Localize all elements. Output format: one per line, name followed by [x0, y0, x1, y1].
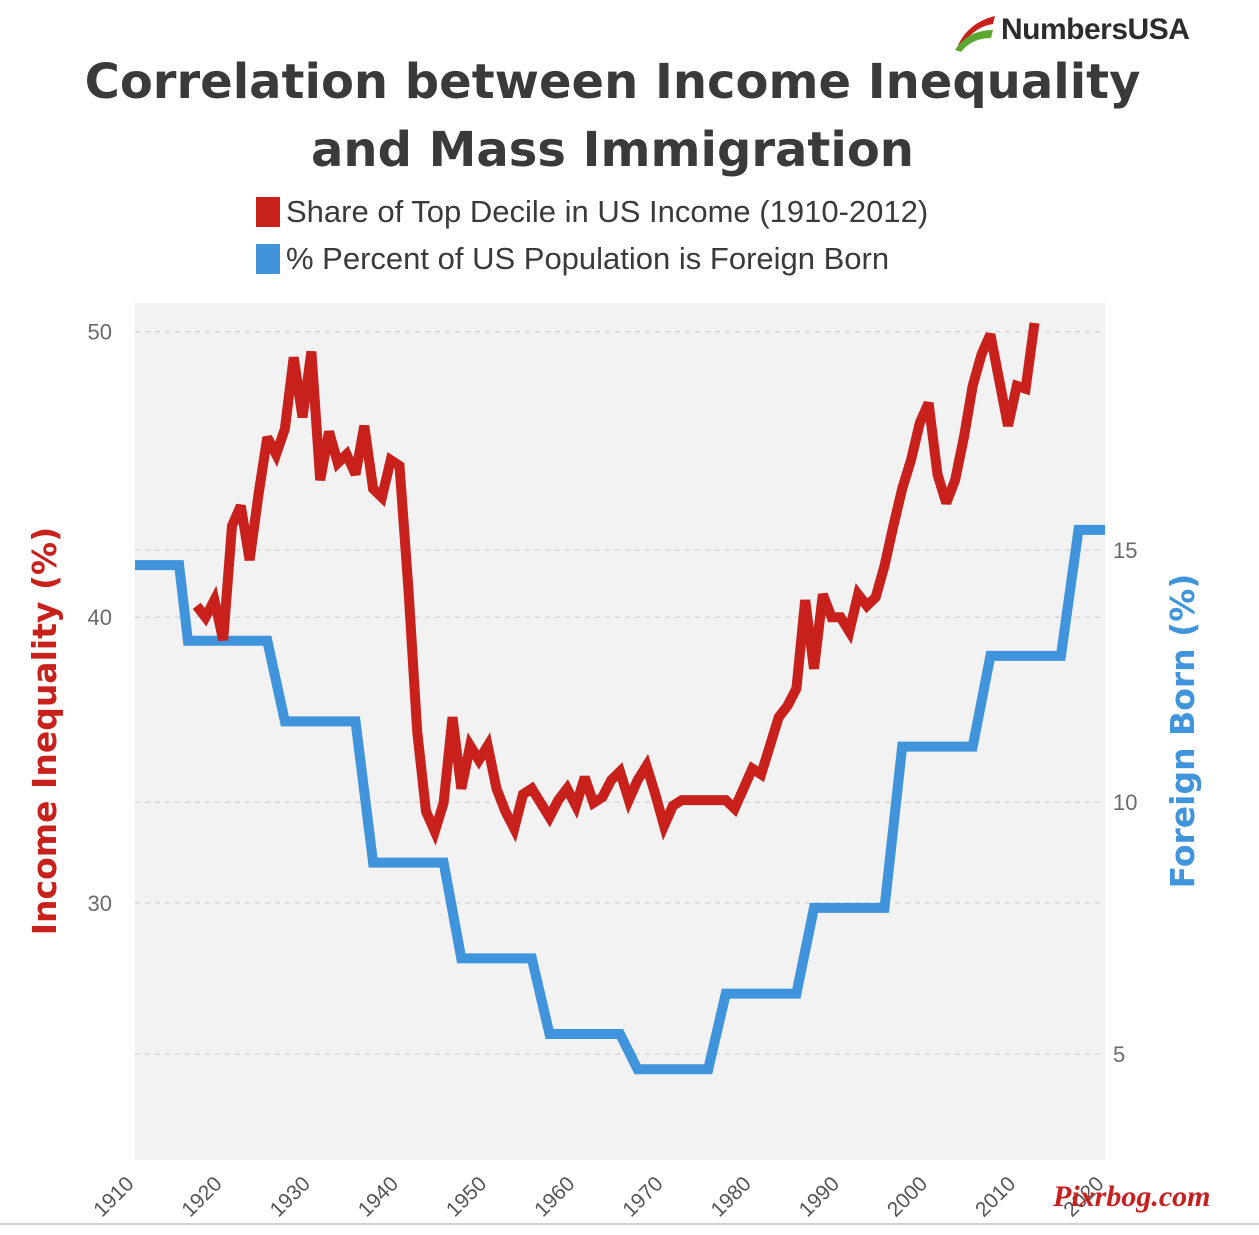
legend-swatch-income [256, 197, 280, 227]
y-right-tick-label: 10 [1113, 790, 1137, 815]
x-tick-label: 2000 [883, 1172, 932, 1221]
legend-item-income: Share of Top Decile in US Income (1910-2… [256, 194, 929, 229]
x-tick-label: 1920 [177, 1172, 226, 1221]
chart-title-line-1: Correlation between Income Inequality [84, 54, 1141, 110]
chart-title-line-2: and Mass Immigration [311, 122, 914, 178]
x-tick-label: 1970 [618, 1172, 667, 1221]
brand-name: NumbersUSA [1001, 13, 1190, 46]
y-left-tick-label: 40 [88, 605, 112, 630]
x-tick-label: 2010 [971, 1172, 1020, 1221]
plot-area [135, 303, 1105, 1160]
legend-label-income: Share of Top Decile in US Income (1910-2… [286, 194, 929, 229]
y-right-tick-label: 15 [1113, 538, 1137, 563]
legend-swatch-foreign-born [256, 244, 280, 274]
legend-label-foreign-born: % Percent of US Population is Foreign Bo… [286, 241, 890, 276]
x-tick-label: 1910 [89, 1172, 138, 1221]
y-left-axis-title: Income Inequality (%) [25, 527, 64, 935]
y-right-tick-label: 5 [1113, 1042, 1125, 1067]
y-left-tick-label: 50 [88, 320, 112, 345]
income-inequality-series-line [192, 322, 1040, 846]
numbersusa-logo-mark-icon [955, 16, 995, 52]
watermark: Pixrbog.com [1053, 1180, 1211, 1213]
x-tick-label: 1940 [354, 1172, 403, 1221]
bottom-divider [0, 1223, 1259, 1225]
x-tick-label: 1990 [795, 1172, 844, 1221]
y-left-tick-label: 30 [88, 891, 112, 916]
y-right-axis-title: Foreign Born (%) [1163, 574, 1202, 889]
x-tick-label: 1930 [266, 1172, 315, 1221]
foreign-born-series-line [135, 524, 1105, 1075]
x-tick-label: 1950 [442, 1172, 491, 1221]
x-tick-label: 1980 [707, 1172, 756, 1221]
chart-title: Correlation between Income Inequality an… [0, 48, 1225, 184]
legend-item-foreign-born: % Percent of US Population is Foreign Bo… [256, 241, 890, 276]
x-tick-label: 1960 [530, 1172, 579, 1221]
brand-logo: NumbersUSA [953, 8, 1233, 52]
